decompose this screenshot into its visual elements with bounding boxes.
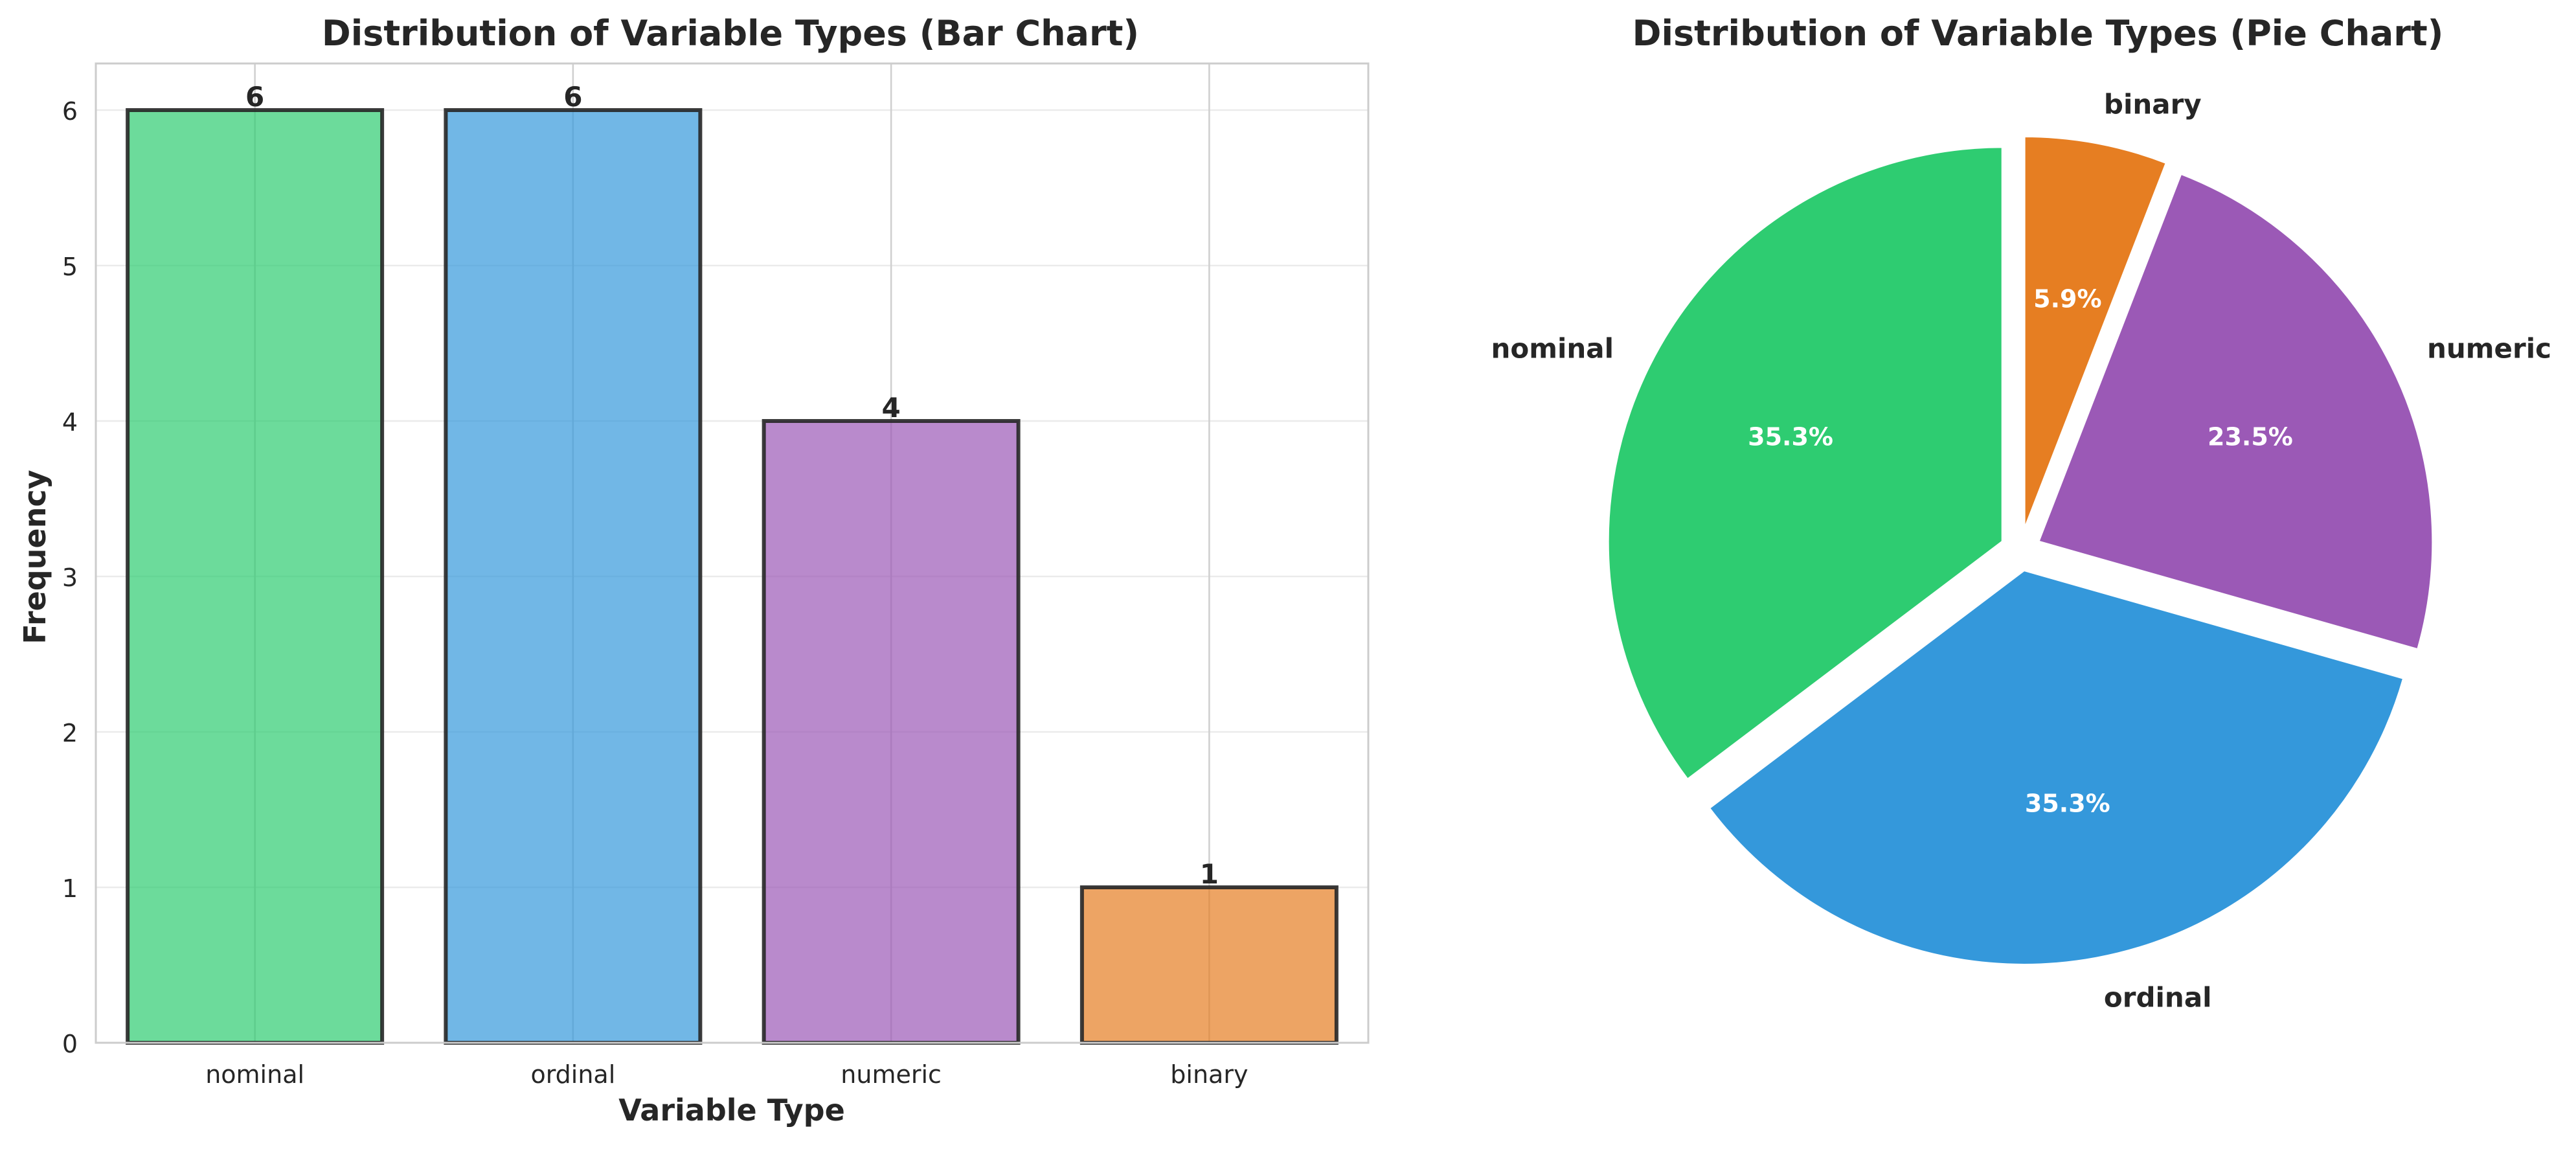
bar-chart-y-tick-label: 5 [62,253,78,281]
bar-chart-y-tick-label: 1 [62,874,78,903]
bar-ordinal [444,108,703,1045]
pie-category-label: nominal [1491,332,1614,364]
bar-chart-x-tick-label: binary [1170,1060,1248,1089]
pie-category-label: binary [2104,88,2202,120]
bar-chart-plot-frame [95,62,1370,1044]
pie-slice-nominal [1606,145,2004,782]
pie-percent-label: 23.5% [2208,422,2293,451]
bar-numeric [762,419,1021,1045]
pie-percent-label: 35.3% [2025,790,2110,818]
bar-value-label: 1 [1200,858,1219,890]
bar-chart-x-tick-label: nominal [205,1060,304,1089]
pie-slice-ordinal [1707,568,2406,966]
pie-percent-label: 5.9% [2033,284,2101,313]
bar-chart-y-tick-label: 6 [62,97,78,126]
pie-chart-title: Distribution of Variable Types (Pie Char… [1633,13,2444,54]
bar-chart-x-axis-label: Variable Type [618,1093,845,1128]
bar-chart-y-axis-label: Frequency [17,470,52,644]
bar-chart-title: Distribution of Variable Types (Bar Char… [322,13,1139,54]
bar-chart-y-tick-labels: 0 1 2 3 4 5 6 [62,97,78,1058]
bar-chart-y-tick-label: 2 [62,719,78,747]
pie-category-label: ordinal [2104,982,2212,1014]
bar-chart-panel: Distribution of Variable Types (Bar Char… [17,13,1370,1128]
bar-chart-y-tick-label: 4 [62,408,78,437]
bar-chart-value-labels: 6 6 4 1 [245,81,1219,890]
bar-nominal [126,108,385,1045]
bar-value-label: 4 [882,392,901,424]
pie-slice-numeric [2036,172,2435,652]
bar-chart-x-tick-labels: nominal ordinal numeric binary [205,1060,1248,1089]
bar-chart-x-tick-label: numeric [841,1060,942,1089]
bar-value-label: 6 [563,81,582,113]
bar-chart-x-tick-label: ordinal [530,1060,615,1089]
pie-chart-category-labels: nominal ordinal numeric binary [1491,88,2551,1013]
bar-binary [1079,885,1339,1045]
pie-chart-percent-labels: 35.3% 35.3% 23.5% 5.9% [1748,284,2293,817]
pie-category-label: numeric [2427,332,2551,364]
pie-slice-binary [2022,135,2169,532]
bar-value-label: 6 [245,81,264,113]
pie-chart-slices [1606,135,2435,966]
bar-chart-y-tick-label: 0 [62,1030,78,1058]
pie-percent-label: 35.3% [1748,422,1833,451]
bar-chart-y-tick-label: 3 [62,563,78,592]
pie-chart-panel: Distribution of Variable Types (Pie Char… [1491,13,2551,1014]
